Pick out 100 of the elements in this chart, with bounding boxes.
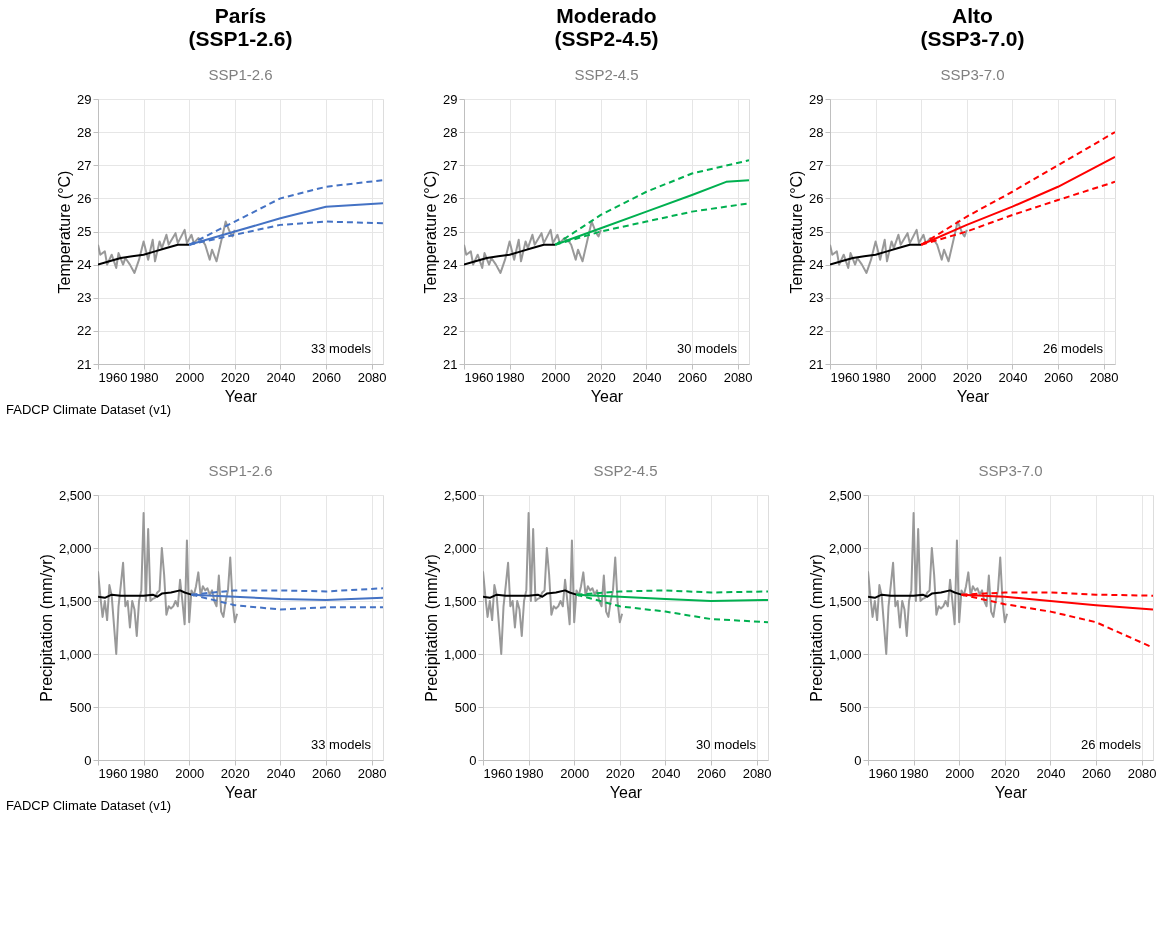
y-tick-label: 27	[443, 157, 458, 173]
x-tick-label: 1980	[495, 369, 525, 385]
annotation: 33 models	[311, 737, 372, 752]
chart-title: Alto (SSP3-7.0)	[920, 4, 1025, 50]
x-tick-label: 2020	[220, 765, 250, 781]
chart-title: París (SSP1-2.6)	[188, 4, 293, 50]
y-tick-label: 2,000	[58, 540, 92, 556]
x-axis-title: Year	[224, 783, 258, 801]
y-tick-label: 21	[443, 356, 458, 372]
y-tick-label: 24	[809, 257, 824, 273]
x-tick-label: 2040	[651, 765, 681, 781]
y-tick-label: 2,000	[828, 540, 862, 556]
x-tick-label: 1980	[861, 369, 891, 385]
x-tick-label: 1960	[98, 765, 128, 781]
y-tick-label: 22	[809, 323, 824, 339]
y-tick-label: 2,500	[443, 487, 477, 503]
x-tick-label: 1980	[514, 765, 544, 781]
x-tick-label: 1960	[830, 369, 860, 385]
y-axis-title: Precipitation (mm/yr)	[807, 554, 825, 702]
x-axis-title: Year	[590, 387, 624, 405]
y-axis-title: Precipitation (mm/yr)	[37, 554, 55, 702]
x-tick-label: 1980	[899, 765, 929, 781]
y-tick-label: 2,500	[58, 487, 92, 503]
y-tick-label: 22	[443, 323, 458, 339]
chart-subtitle: SSP3-7.0	[940, 66, 1005, 83]
x-tick-label: 2060	[312, 369, 341, 385]
y-tick-label: 23	[809, 290, 824, 306]
x-tick-label: 2080	[742, 765, 772, 781]
y-tick-label: 24	[443, 257, 458, 273]
y-tick-label: 1,000	[443, 646, 477, 662]
x-tick-label: 2000	[907, 369, 937, 385]
x-axis-title: Year	[609, 783, 643, 801]
y-tick-label: 1,000	[828, 646, 862, 662]
chart-title: SSP3-7.0	[978, 462, 1043, 479]
x-tick-label: 2060	[312, 765, 341, 781]
y-tick-label: 29	[77, 91, 92, 107]
x-tick-label: 2080	[357, 765, 387, 781]
y-tick-label: 22	[77, 323, 92, 339]
x-tick-label: 2080	[723, 369, 753, 385]
x-tick-label: 2060	[1044, 369, 1073, 385]
y-tick-label: 28	[809, 124, 824, 140]
x-tick-label: 2040	[266, 369, 296, 385]
chart-title: SSP1-2.6	[208, 462, 273, 479]
y-tick-label: 24	[77, 257, 92, 273]
y-tick-label: 1,500	[58, 593, 92, 609]
y-tick-label: 28	[77, 124, 92, 140]
x-tick-label: 2080	[1127, 765, 1157, 781]
y-tick-label: 26	[443, 190, 458, 206]
x-tick-label: 2060	[1082, 765, 1111, 781]
y-tick-label: 500	[454, 699, 477, 715]
x-axis-title: Year	[224, 387, 258, 405]
y-tick-label: 21	[77, 356, 92, 372]
y-tick-label: 2,500	[828, 487, 862, 503]
x-tick-label: 2060	[697, 765, 726, 781]
y-tick-label: 21	[809, 356, 824, 372]
y-axis-title: Precipitation (mm/yr)	[422, 554, 440, 702]
x-tick-label: 2080	[357, 369, 387, 385]
annotation: 30 models	[696, 737, 757, 752]
y-tick-label: 0	[854, 752, 862, 768]
y-axis-title: Temperature (°C)	[422, 170, 440, 294]
y-tick-label: 0	[469, 752, 477, 768]
y-tick-label: 28	[443, 124, 458, 140]
text: FADCP Climate Dataset (v1)	[6, 798, 172, 813]
x-tick-label: 1960	[464, 369, 494, 385]
y-tick-label: 1,000	[58, 646, 92, 662]
y-tick-label: 500	[839, 699, 862, 715]
annotation: 26 models	[1043, 341, 1104, 356]
x-tick-label: 2040	[632, 369, 662, 385]
x-tick-label: 2060	[678, 369, 707, 385]
y-tick-label: 26	[809, 190, 824, 206]
x-tick-label: 2000	[175, 369, 205, 385]
y-tick-label: 25	[77, 224, 92, 239]
x-tick-label: 2000	[560, 765, 590, 781]
y-tick-label: 23	[443, 290, 458, 306]
x-tick-label: 2020	[990, 765, 1020, 781]
x-axis-title: Year	[994, 783, 1028, 801]
x-tick-label: 1960	[98, 369, 128, 385]
chart-title: SSP2-4.5	[593, 462, 658, 479]
x-tick-label: 2020	[952, 369, 982, 385]
annotation: 30 models	[677, 341, 738, 356]
y-tick-label: 25	[809, 224, 824, 239]
annotation: 26 models	[1081, 737, 1142, 752]
x-tick-label: 1980	[129, 765, 159, 781]
chart-subtitle: SSP1-2.6	[208, 66, 273, 83]
x-tick-label: 2020	[586, 369, 616, 385]
y-tick-label: 27	[809, 157, 824, 173]
x-tick-label: 2000	[945, 765, 975, 781]
y-tick-label: 29	[809, 91, 824, 107]
chart-title: Moderado (SSP2-4.5)	[554, 4, 659, 50]
chart-subtitle: SSP2-4.5	[574, 66, 639, 83]
y-tick-label: 29	[443, 91, 458, 107]
y-tick-label: 0	[84, 752, 92, 768]
x-tick-label: 2040	[266, 765, 296, 781]
x-tick-label: 1960	[483, 765, 513, 781]
x-tick-label: 2040	[1036, 765, 1066, 781]
y-axis-title: Temperature (°C)	[56, 170, 74, 294]
y-tick-label: 27	[77, 157, 92, 173]
y-tick-label: 23	[77, 290, 92, 306]
y-axis-title: Temperature (°C)	[788, 170, 806, 294]
x-axis-title: Year	[956, 387, 990, 405]
